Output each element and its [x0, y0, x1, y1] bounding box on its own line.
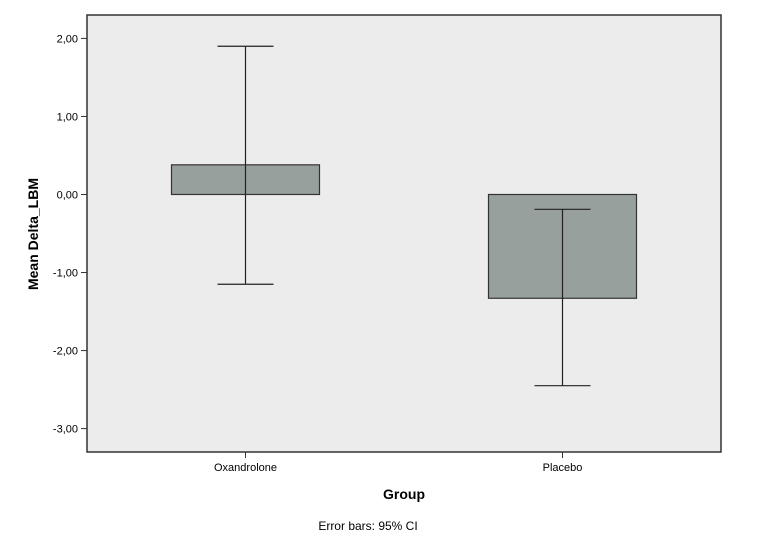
y-tick-label: -3,00 [53, 424, 78, 436]
y-axis-title: Mean Delta_LBM [25, 178, 41, 290]
x-axis-title: Group [383, 486, 425, 502]
y-tick-label: 1,00 [57, 111, 78, 123]
x-axis: Oxandrolone Placebo [214, 452, 582, 474]
x-tick-label: Oxandrolone [214, 462, 277, 474]
y-tick-label: 2,00 [57, 33, 78, 45]
error-bars-group [217, 45, 591, 387]
y-tick-label: -2,00 [53, 346, 78, 358]
y-tick-label: 0,00 [57, 189, 78, 201]
error-bars-note: Error bars: 95% CI [318, 519, 417, 533]
x-tick-label: Placebo [543, 462, 583, 474]
y-axis: 2,00 1,00 0,00 -1,00 -2,00 -3,00 [53, 33, 87, 436]
y-tick-label: -1,00 [53, 268, 78, 280]
